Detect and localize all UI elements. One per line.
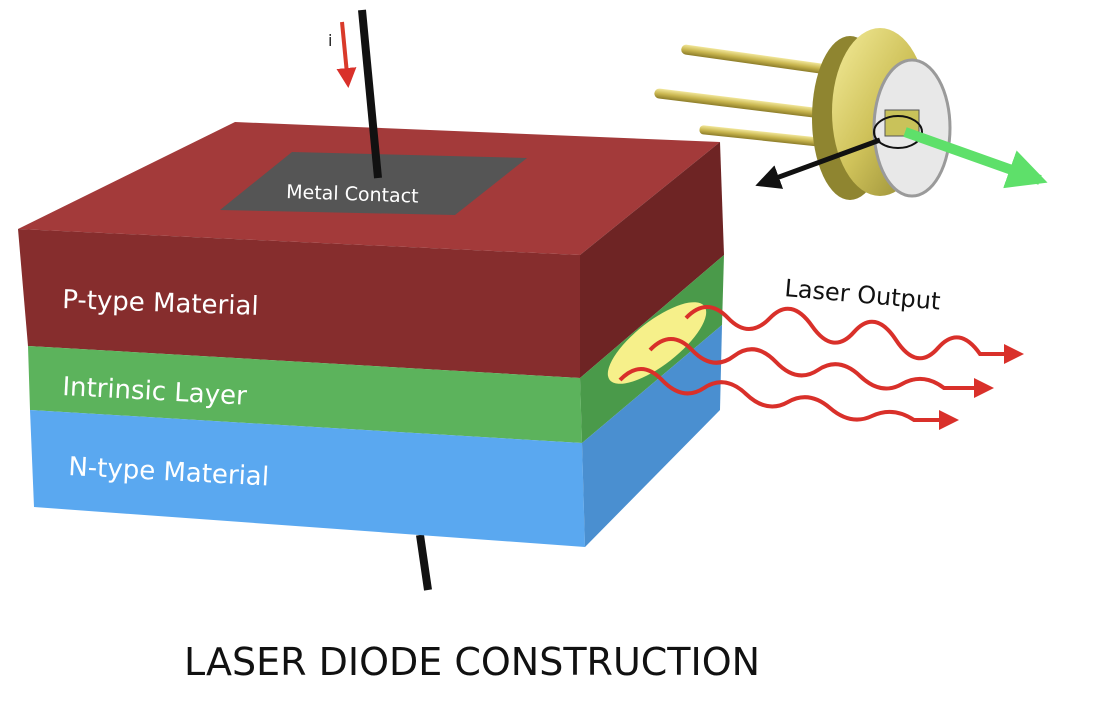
diagram-title: LASER DIODE CONSTRUCTION [184,640,760,684]
pointer-arrow [755,137,881,189]
laser-diode-package-icon [654,28,1048,200]
laser-wave [648,337,994,398]
laser-wave [618,367,959,430]
down-arrow-icon [336,21,357,88]
laser-wave [684,305,1024,364]
package-pin [699,125,819,147]
green-beam [903,127,1048,189]
top-lead-wire [358,9,382,179]
laser-output-waves [618,305,1024,430]
n-layer-side [582,325,722,547]
metal-contact-pad [220,152,527,215]
intrinsic-layer-front [28,346,582,443]
current-label: i [328,31,332,50]
package-pin [681,44,830,75]
p-layer-label: P-type Material [62,285,259,322]
laser-output-label: Laser Output [783,274,941,316]
package-pin [654,88,829,119]
package-highlight-ring [873,115,923,149]
bottom-lead-wire [416,534,432,591]
metal-contact-label: Metal Contact [286,181,419,208]
p-layer-front [18,229,580,378]
p-layer-side [580,142,724,378]
n-layer-front [30,410,585,547]
